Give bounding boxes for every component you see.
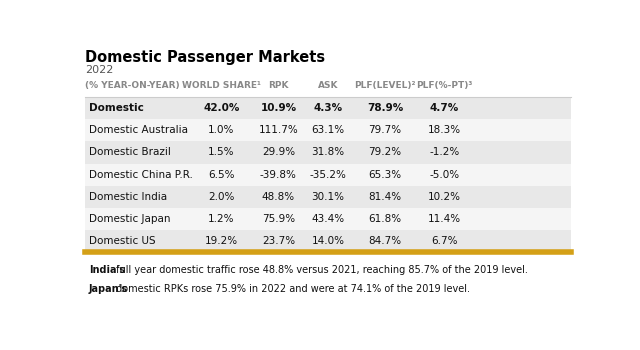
Text: -5.0%: -5.0% bbox=[429, 170, 460, 180]
Text: Domestic Australia: Domestic Australia bbox=[89, 125, 188, 135]
Text: Domestic Japan: Domestic Japan bbox=[89, 214, 170, 224]
Text: Domestic China P.R.: Domestic China P.R. bbox=[89, 170, 193, 180]
Text: 81.4%: 81.4% bbox=[369, 192, 402, 202]
Text: Domestic Brazil: Domestic Brazil bbox=[89, 147, 171, 158]
Text: India's: India's bbox=[89, 265, 125, 275]
Text: 10.2%: 10.2% bbox=[428, 192, 461, 202]
Text: 19.2%: 19.2% bbox=[205, 236, 238, 246]
Text: 65.3%: 65.3% bbox=[369, 170, 402, 180]
Text: 42.0%: 42.0% bbox=[203, 103, 239, 113]
Text: Japan's: Japan's bbox=[89, 284, 128, 294]
FancyBboxPatch shape bbox=[85, 141, 571, 163]
Text: (% YEAR-ON-YEAR): (% YEAR-ON-YEAR) bbox=[85, 81, 180, 90]
Text: 1.2%: 1.2% bbox=[208, 214, 235, 224]
Text: 29.9%: 29.9% bbox=[262, 147, 295, 158]
FancyBboxPatch shape bbox=[85, 119, 571, 141]
Text: 30.1%: 30.1% bbox=[312, 192, 344, 202]
Text: 4.7%: 4.7% bbox=[430, 103, 459, 113]
Text: PLF(LEVEL)²: PLF(LEVEL)² bbox=[355, 81, 416, 90]
FancyBboxPatch shape bbox=[85, 230, 571, 252]
Text: 1.0%: 1.0% bbox=[208, 125, 234, 135]
Text: WORLD SHARE¹: WORLD SHARE¹ bbox=[182, 81, 260, 90]
Text: 43.4%: 43.4% bbox=[312, 214, 344, 224]
Text: 11.4%: 11.4% bbox=[428, 214, 461, 224]
Text: Domestic India: Domestic India bbox=[89, 192, 167, 202]
Text: 14.0%: 14.0% bbox=[312, 236, 344, 246]
Text: 23.7%: 23.7% bbox=[262, 236, 295, 246]
Text: 78.9%: 78.9% bbox=[367, 103, 403, 113]
Text: 6.5%: 6.5% bbox=[208, 170, 235, 180]
Text: domestic RPKs rose 75.9% in 2022 and were at 74.1% of the 2019 level.: domestic RPKs rose 75.9% in 2022 and wer… bbox=[113, 284, 470, 294]
Text: 2022: 2022 bbox=[85, 65, 113, 75]
Text: RPK: RPK bbox=[268, 81, 289, 90]
Text: ASK: ASK bbox=[317, 81, 339, 90]
Text: 4.3%: 4.3% bbox=[314, 103, 342, 113]
Text: PLF(%-PT)³: PLF(%-PT)³ bbox=[417, 81, 473, 90]
Text: 48.8%: 48.8% bbox=[262, 192, 295, 202]
FancyBboxPatch shape bbox=[85, 208, 571, 230]
Text: Domestic: Domestic bbox=[89, 103, 144, 113]
Text: 75.9%: 75.9% bbox=[262, 214, 295, 224]
FancyBboxPatch shape bbox=[85, 163, 571, 186]
Text: full year domestic traffic rose 48.8% versus 2021, reaching 85.7% of the 2019 le: full year domestic traffic rose 48.8% ve… bbox=[113, 265, 527, 275]
Text: -39.8%: -39.8% bbox=[260, 170, 297, 180]
Text: 111.7%: 111.7% bbox=[259, 125, 298, 135]
Text: 2.0%: 2.0% bbox=[208, 192, 234, 202]
Text: 79.2%: 79.2% bbox=[369, 147, 402, 158]
Text: -35.2%: -35.2% bbox=[310, 170, 346, 180]
Text: 61.8%: 61.8% bbox=[369, 214, 402, 224]
Text: Domestic Passenger Markets: Domestic Passenger Markets bbox=[85, 50, 325, 65]
FancyBboxPatch shape bbox=[85, 186, 571, 208]
FancyBboxPatch shape bbox=[85, 97, 571, 119]
Text: 84.7%: 84.7% bbox=[369, 236, 402, 246]
Text: 10.9%: 10.9% bbox=[260, 103, 296, 113]
Text: 31.8%: 31.8% bbox=[312, 147, 344, 158]
Text: Domestic US: Domestic US bbox=[89, 236, 156, 246]
Text: 6.7%: 6.7% bbox=[431, 236, 458, 246]
Text: 63.1%: 63.1% bbox=[312, 125, 344, 135]
Text: 1.5%: 1.5% bbox=[208, 147, 235, 158]
Text: 79.7%: 79.7% bbox=[369, 125, 402, 135]
Text: -1.2%: -1.2% bbox=[429, 147, 460, 158]
Text: 18.3%: 18.3% bbox=[428, 125, 461, 135]
